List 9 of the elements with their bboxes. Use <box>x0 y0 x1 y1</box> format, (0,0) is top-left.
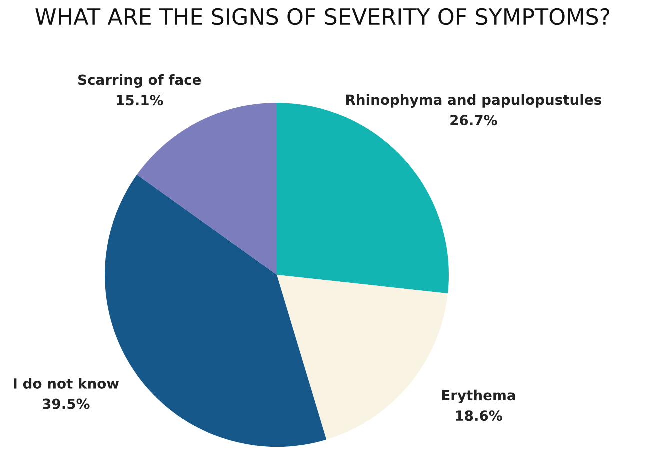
data-label: 26.7% <box>450 115 498 126</box>
slice-label: Rhinophyma and papulopustules <box>346 94 602 108</box>
slice-label: I do not know <box>14 378 120 389</box>
chart-title: WHAT ARE THE SIGNS OF SEVERITY OF SYMPTOMS? <box>36 8 610 26</box>
slice-label: Erythema <box>442 390 516 404</box>
data-label: 15.1% <box>117 95 164 106</box>
data-label: 39.5% <box>42 398 90 410</box>
data-label: 18.6% <box>456 410 502 422</box>
slice-label: Scarring of face <box>78 74 202 88</box>
